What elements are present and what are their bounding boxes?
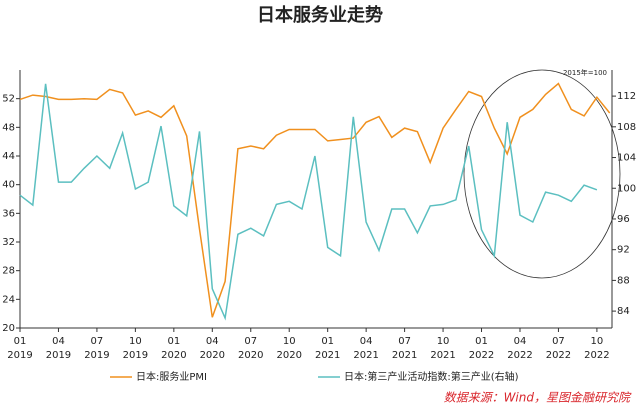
x-tick-label: 2022	[546, 350, 571, 361]
x-tick-label: 2019	[46, 350, 71, 361]
x-tick-label: 2019	[123, 350, 148, 361]
x-tick-label: 01	[321, 336, 334, 347]
y-tick-label: 52	[2, 94, 15, 105]
x-tick-label: 04	[360, 336, 373, 347]
y2-tick-label: 108	[617, 122, 636, 133]
y-tick-label: 48	[2, 122, 15, 133]
y2-tick-label: 88	[617, 275, 630, 286]
x-tick-label: 2020	[238, 350, 263, 361]
highlight-ellipse	[463, 69, 621, 279]
x-tick-label: 2019	[7, 350, 32, 361]
x-tick-label: 04	[206, 336, 219, 347]
x-tick-label: 2021	[392, 350, 417, 361]
y-tick-label: 40	[2, 180, 15, 191]
x-tick-label: 10	[129, 336, 142, 347]
y2-tick-label: 104	[617, 153, 636, 164]
x-tick-label: 04	[52, 336, 65, 347]
y-tick-label: 44	[2, 151, 15, 162]
x-tick-label: 07	[244, 336, 257, 347]
y-tick-label: 20	[2, 323, 15, 334]
legend-label: 日本:第三产业活动指数:第三产业(右轴)	[344, 370, 519, 383]
x-tick-label: 04	[514, 336, 527, 347]
x-tick-label: 2022	[584, 350, 609, 361]
y2-tick-label: 96	[617, 214, 630, 225]
x-tick-label: 07	[552, 336, 565, 347]
y-tick-label: 24	[2, 294, 15, 305]
x-tick-label: 2022	[507, 350, 532, 361]
x-tick-label: 2021	[315, 350, 340, 361]
y2-tick-label: 112	[617, 91, 636, 102]
y2-tick-label: 84	[617, 306, 630, 317]
y2-tick-label: 100	[617, 183, 636, 194]
series-line	[19, 82, 611, 318]
y-tick-label: 36	[2, 208, 15, 219]
legend-label: 日本:服务业PMI	[136, 370, 207, 383]
x-tick-label: 2020	[200, 350, 225, 361]
y-tick-label: 32	[2, 237, 15, 248]
source: 数据来源：Wind，星图金融研究院	[444, 391, 632, 405]
x-tick-label: 2021	[353, 350, 378, 361]
x-tick-label: 07	[91, 336, 104, 347]
series-line	[19, 83, 598, 321]
x-tick-label: 10	[437, 336, 450, 347]
x-tick-label: 07	[398, 336, 411, 347]
y-tick-label: 28	[2, 266, 15, 277]
x-tick-label: 2020	[276, 350, 301, 361]
y2-tick-label: 92	[617, 245, 630, 256]
x-tick-label: 01	[167, 336, 180, 347]
x-tick-label: 2019	[84, 350, 109, 361]
x-tick-label: 10	[283, 336, 296, 347]
x-tick-label: 2021	[430, 350, 455, 361]
chart-title: 日本服务业走势	[257, 4, 383, 26]
x-tick-label: 01	[475, 336, 488, 347]
annotation: 2015年=100	[563, 68, 607, 77]
x-tick-label: 2022	[469, 350, 494, 361]
x-tick-label: 2020	[161, 350, 186, 361]
x-tick-label: 01	[14, 336, 27, 347]
x-tick-label: 10	[591, 336, 604, 347]
